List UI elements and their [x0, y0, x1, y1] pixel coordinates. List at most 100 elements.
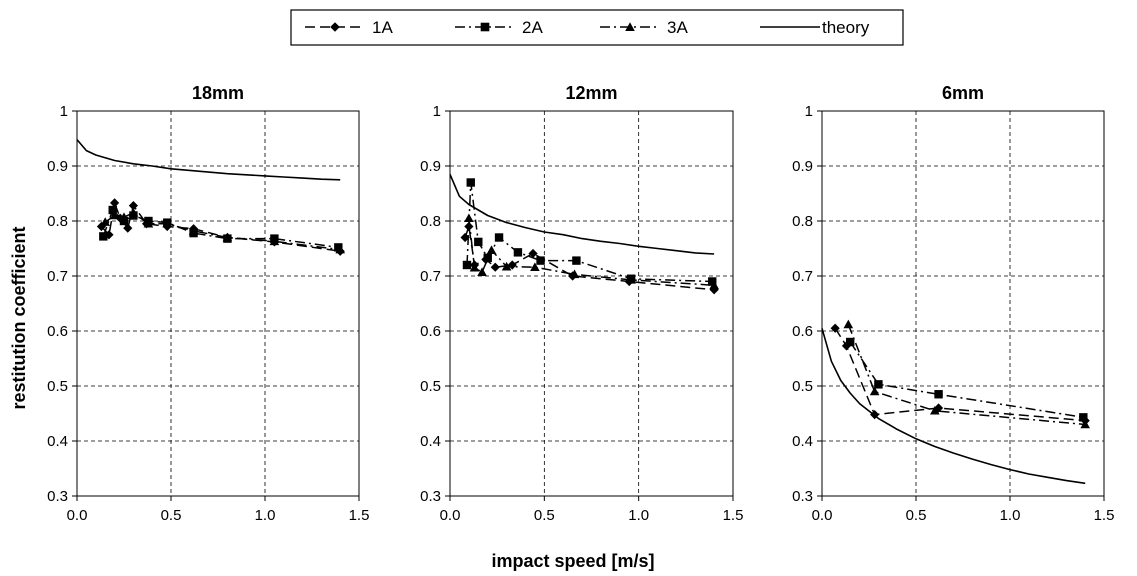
data-point-3a — [100, 217, 110, 226]
data-point-1a — [528, 248, 538, 259]
series-line-theory — [76, 139, 341, 181]
y-tick-label: 0.5 — [420, 378, 441, 395]
y-tick-label: 0.3 — [47, 488, 68, 505]
legend: 1A 2A 3A theory — [290, 9, 904, 46]
data-point-3a — [843, 319, 854, 329]
y-tick-label: 0.6 — [47, 323, 68, 340]
y-tick-label: 0.6 — [420, 323, 441, 340]
y-tick-label: 0.4 — [792, 433, 813, 450]
panel-18mm: 0.3 0.4 0.5 0.6 0.7 0.8 0.9 1 0.0 0.5 1.0 1.5 18mm — [47, 83, 369, 524]
series-theory — [449, 173, 715, 255]
series-line-3a — [847, 324, 1086, 426]
y-tick-label: 0.9 — [792, 158, 813, 175]
data-point-2a — [119, 216, 129, 226]
y-axis-title: restitution coefficient — [9, 226, 29, 409]
legend-item-theory: theory — [760, 18, 870, 37]
data-point-1a — [460, 232, 470, 243]
series-3a — [843, 319, 1090, 429]
data-point-2a — [874, 380, 883, 389]
data-point-2a — [466, 178, 475, 187]
plot-frame — [76, 110, 360, 497]
series-line-theory — [821, 328, 1086, 485]
y-tick-label: 0.8 — [420, 213, 441, 230]
plot-frame — [821, 110, 1105, 497]
y-tick-label: 0.8 — [792, 213, 813, 230]
y-tick-label: 0.7 — [792, 268, 813, 285]
x-tick-label: 1.0 — [628, 507, 649, 524]
data-point-2a — [108, 205, 117, 215]
data-point-3a — [464, 213, 474, 223]
y-tick-label: 1 — [60, 103, 68, 120]
legend-triangle-marker — [625, 22, 635, 31]
x-axis-title: impact speed [m/s] — [491, 551, 654, 571]
data-point-1a — [123, 223, 133, 233]
legend-diamond-marker — [330, 22, 340, 32]
series-line-theory — [449, 173, 715, 255]
data-point-2a — [334, 243, 343, 252]
legend-label-3a: 3A — [667, 18, 688, 37]
x-tick-label: 0.5 — [534, 507, 555, 524]
y-tick-label: 0.7 — [47, 268, 68, 285]
legend-label-2a: 2A — [522, 18, 543, 37]
data-point-2a — [708, 277, 717, 286]
data-point-3a — [486, 245, 497, 254]
data-point-2a — [474, 237, 483, 247]
legend-item-2a: 2A — [455, 18, 543, 37]
legend-item-1a: 1A — [305, 18, 393, 37]
data-point-3a — [119, 212, 129, 221]
series-theory — [821, 328, 1086, 485]
y-tick-label: 0.9 — [420, 158, 441, 175]
data-point-3a — [335, 244, 345, 254]
x-tick-label: 0.0 — [812, 507, 833, 524]
data-point-3a — [109, 210, 120, 220]
x-tick-label: 0.0 — [440, 507, 461, 524]
y-tick-label: 0.5 — [792, 378, 813, 395]
legend-item-3a: 3A — [600, 18, 688, 37]
data-point-3a — [143, 218, 154, 228]
data-point-2a — [572, 256, 581, 265]
plot-frame — [449, 110, 734, 497]
y-tick-label: 1 — [433, 103, 441, 120]
panels: 0.30.40.50.60.70.80.910.0 0.5 1.0 1.518mm0.… — [47, 83, 1114, 524]
x-tick-label: 0.5 — [906, 507, 927, 524]
data-point-3a — [530, 262, 540, 271]
series-3a — [464, 213, 719, 290]
legend-label-theory: theory — [822, 18, 870, 37]
y-tick-label: 0.3 — [792, 488, 813, 505]
data-point-3a — [709, 280, 719, 290]
data-point-1a — [128, 201, 138, 211]
series-theory — [76, 139, 341, 181]
data-point-2a — [934, 390, 943, 399]
y-tick-label: 0.5 — [47, 378, 68, 395]
data-point-3a — [501, 261, 512, 271]
data-point-3a — [930, 405, 940, 415]
data-point-3a — [188, 226, 199, 235]
series-line-2a — [849, 341, 1084, 419]
data-point-1a — [110, 198, 120, 208]
x-tick-label: 0.5 — [161, 507, 182, 524]
data-point-2a — [99, 232, 108, 241]
y-tick-label: 0.6 — [792, 323, 813, 340]
panel-12mm: 0.3 0.4 0.5 0.6 0.7 0.8 0.9 1 0.0 0.5 1.0 1.5 12mm — [420, 83, 743, 524]
series-line-3a — [104, 212, 341, 251]
series-3a — [100, 207, 345, 254]
series-2a — [846, 337, 1088, 422]
data-point-2a — [494, 233, 504, 242]
data-point-1a — [464, 221, 474, 232]
y-tick-label: 0.4 — [420, 433, 441, 450]
plot-area — [822, 111, 1104, 496]
x-tick-label: 1.5 — [1094, 507, 1115, 524]
data-point-1a — [830, 323, 840, 333]
data-point-2a — [1079, 413, 1088, 422]
data-point-1a — [490, 262, 500, 272]
data-point-3a — [626, 275, 636, 284]
data-point-2a — [846, 337, 855, 347]
legend-label-1a: 1A — [372, 18, 393, 37]
x-tick-label: 1.5 — [349, 507, 370, 524]
data-point-2a — [462, 260, 472, 270]
data-point-3a — [569, 269, 580, 279]
y-tick-label: 0.7 — [420, 268, 441, 285]
data-point-2a — [483, 253, 492, 263]
plot-area — [77, 111, 359, 496]
